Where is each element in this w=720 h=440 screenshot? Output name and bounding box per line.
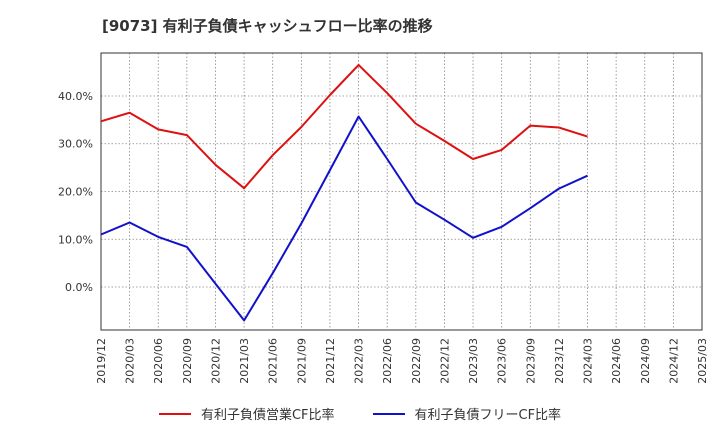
x-tick-label: 2022/09 [410,338,423,384]
x-tick-label: 2020/06 [152,338,165,384]
chart-title: [9073] 有利子負債キャッシュフロー比率の推移 [102,17,433,35]
legend-item-operating-cf: 有利子負債営業CF比率 [158,404,335,423]
y-tick-label: 10.0% [58,233,93,246]
y-tick-label: 40.0% [58,90,93,103]
x-axis-ticks: 2019/12 2020/03 2020/06 2020/09 2020/12 2021/… [95,338,709,384]
x-tick-label: 2024/12 [667,338,680,384]
x-tick-label: 2020/03 [124,338,137,384]
x-tick-label: 2023/03 [467,338,480,384]
x-tick-label: 2021/09 [295,338,308,384]
y-tick-label: 20.0% [58,186,93,199]
series-line-1 [100,115,588,322]
legend-label-free-cf: 有利子負債フリーCF比率 [414,408,562,423]
x-tick-label: 2021/12 [324,338,337,384]
horizontal-gridlines [101,95,702,288]
plot-border [100,52,703,331]
y-tick-label: 0.0% [65,281,93,294]
x-tick-label: 2021/06 [267,338,280,384]
legend: 有利子負債営業CF比率 有利子負債フリーCF比率 [0,404,720,423]
x-tick-label: 2023/06 [496,338,509,384]
x-tick-label: 2021/03 [238,338,251,384]
x-tick-label: 2024/03 [582,338,595,384]
x-tick-label: 2022/06 [381,338,394,384]
x-tick-label: 2022/03 [353,338,366,384]
x-tick-label: 2019/12 [95,338,108,384]
legend-item-free-cf: 有利子負債フリーCF比率 [372,404,562,423]
series-line-0 [100,63,588,190]
x-tick-label: 2023/12 [553,338,566,384]
y-tick-label: 30.0% [58,138,93,151]
vertical-gridlines [129,53,674,330]
legend-swatch-free-cf [372,412,405,415]
x-tick-label: 2020/12 [209,338,222,384]
x-tick-label: 2020/09 [181,338,194,384]
y-axis-ticks: 0.0% 10.0% 20.0% 30.0% 40.0% [58,90,93,294]
legend-swatch-operating-cf [158,412,191,415]
legend-label-operating-cf: 有利子負債営業CF比率 [200,408,335,423]
series-lines [100,63,588,322]
x-tick-label: 2022/12 [438,338,451,384]
x-tick-label: 2025/03 [696,338,709,384]
x-tick-label: 2023/09 [524,338,537,384]
x-tick-label: 2024/09 [639,338,652,384]
plot-background [101,53,702,330]
x-tick-label: 2024/06 [610,338,623,384]
